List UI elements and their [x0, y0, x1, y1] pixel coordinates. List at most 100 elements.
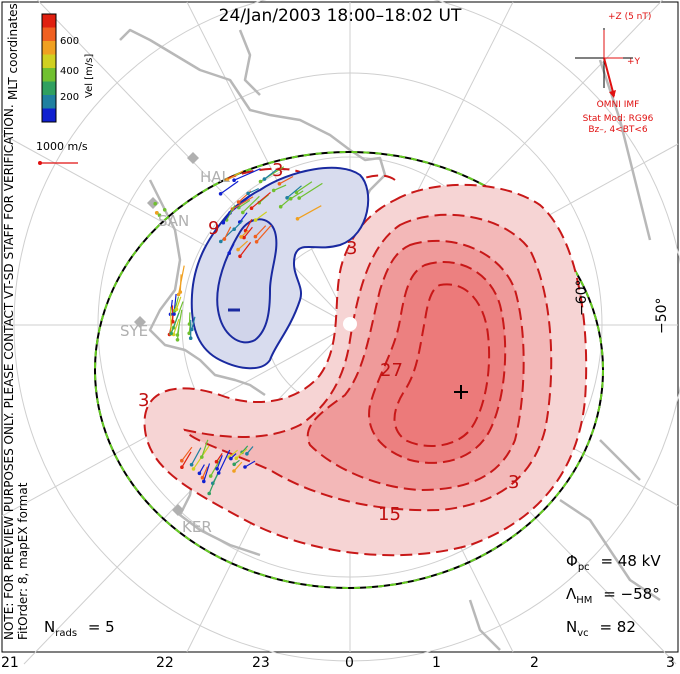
velocity-vector	[233, 459, 240, 465]
velocity-vector-origin	[153, 201, 157, 206]
velocity-vector	[181, 446, 193, 462]
mlt-tick-23: 23	[252, 655, 270, 671]
negative-convection-cell	[190, 166, 370, 370]
velocity-vector	[235, 448, 248, 459]
colorbar-tick-200: 200	[60, 92, 80, 103]
colorbar-frame	[41, 13, 57, 123]
velocity-vector	[237, 240, 249, 251]
colorbar-tick-400: 400	[60, 66, 80, 77]
velocity-vector	[203, 463, 211, 482]
stat-nvc: Nvc = 82	[566, 618, 636, 639]
colorbar-segment	[42, 95, 56, 109]
radar-site-ker	[172, 504, 184, 516]
mlt-tick-2: 2	[530, 655, 539, 671]
velocity-vector	[191, 316, 196, 330]
station-label-san: SAN	[158, 212, 190, 230]
colorbar-segment	[42, 54, 56, 69]
velocity-vector	[255, 211, 268, 221]
contour-label-pos-left: 3	[138, 390, 150, 411]
velocity-vector	[280, 197, 291, 208]
mlt-tick-21: 21	[1, 655, 19, 671]
lat-label-50: −50°	[654, 297, 670, 334]
velocity-vector	[243, 226, 253, 238]
imf-vector	[603, 57, 615, 97]
heppner-maynard-boundary	[94, 151, 604, 589]
velocity-vector	[238, 199, 251, 209]
station-label-ker: KER	[182, 518, 212, 536]
mlt-tick-1: 1	[432, 655, 441, 671]
velocity-vector	[256, 225, 272, 243]
velocity-vector	[240, 229, 249, 238]
colorbar-segment	[42, 14, 56, 28]
mlt-tick-22: 22	[156, 655, 174, 671]
velocity-vector	[251, 191, 271, 209]
velocity-vector	[198, 464, 205, 474]
velocity-vector	[175, 296, 182, 310]
stat-nvc-symbol: N	[566, 618, 578, 636]
velocity-vector	[170, 306, 172, 334]
imf-model-line2: Bz–, 4<BT<6	[588, 125, 648, 135]
plot-frame	[1, 1, 679, 653]
stat-nrads-sub: rads	[55, 628, 78, 639]
contour-label-pos-inner: 27	[380, 360, 403, 381]
stat-phi-sub: pc	[577, 562, 590, 573]
velocity-vector	[298, 182, 323, 199]
station-label-hal: HAL	[200, 168, 230, 186]
velocity-vector	[297, 205, 322, 220]
scale-vector-label: 1000 m/s	[36, 140, 88, 153]
colorbar-tick-600: 600	[60, 36, 80, 47]
velocity-vector	[233, 220, 244, 230]
colorbar-title: Vel [m/s]	[84, 53, 95, 98]
imf-dial	[575, 28, 633, 98]
imf-model-line1: Stat Mod: RG96	[582, 114, 654, 124]
radar-sites	[134, 152, 199, 516]
velocity-vector	[208, 473, 218, 494]
stat-phi-symbol: Φ	[566, 552, 578, 570]
mlt-tick-0: 0	[345, 655, 354, 671]
velocity-vector	[232, 196, 254, 210]
stat-lambda-symbol: Λ	[566, 585, 577, 603]
velocity-vector	[170, 312, 180, 334]
coordinates-label: MLT coordinates	[6, 3, 20, 100]
contour-label-neg-left: 9	[208, 218, 220, 239]
velocity-vector-origin	[178, 290, 183, 294]
contour-label-pos-bottom: 15	[378, 504, 401, 525]
velocity-vector	[245, 219, 253, 231]
preview-note-line: NOTE: FOR PREVIEW PURPOSES ONLY. PLEASE …	[2, 104, 16, 640]
velocity-vector-origin	[162, 208, 167, 212]
velocity-vector	[273, 184, 287, 191]
stat-nvc-value: = 82	[599, 618, 636, 636]
fit-order-line: FitOrder: 8, mapEX format	[16, 482, 30, 640]
colorbar-segment	[42, 68, 56, 82]
velocity-vector	[279, 175, 294, 185]
velocity-vector	[176, 326, 180, 340]
velocity-vector-origin	[157, 213, 162, 217]
preview-note: NOTE: FOR PREVIEW PURPOSES ONLY. PLEASE …	[2, 104, 30, 640]
velocity-colorbar	[41, 13, 57, 123]
colorbar-segment	[42, 108, 56, 123]
positive-convection-cell	[143, 167, 588, 557]
velocity-vector	[228, 243, 235, 254]
stat-phi-value: = 48 kV	[600, 552, 661, 570]
velocity-vector	[201, 466, 209, 478]
velocity-vector	[242, 195, 260, 213]
velocity-vector	[223, 226, 232, 240]
velocity-vector	[226, 205, 236, 221]
mlt-tick-3: 3	[666, 655, 675, 671]
velocity-vector-origin	[154, 211, 159, 215]
imf-y-label: +Y	[627, 57, 641, 67]
stat-lambda-hm: ΛHM = −58°	[566, 585, 660, 606]
stat-nrads-value: = 5	[87, 618, 115, 636]
scale-vector	[38, 161, 78, 165]
velocity-vector	[290, 190, 304, 200]
lat-label-60: −60°	[574, 279, 590, 316]
velocity-vector	[226, 170, 244, 181]
velocity-vector	[222, 213, 230, 224]
radar-site-sye	[134, 316, 146, 328]
stat-nrads-symbol: N	[44, 618, 56, 636]
velocity-vector	[220, 180, 239, 195]
velocity-vector	[254, 225, 267, 238]
negative-contour-9	[216, 218, 278, 344]
velocity-vector	[246, 446, 254, 455]
